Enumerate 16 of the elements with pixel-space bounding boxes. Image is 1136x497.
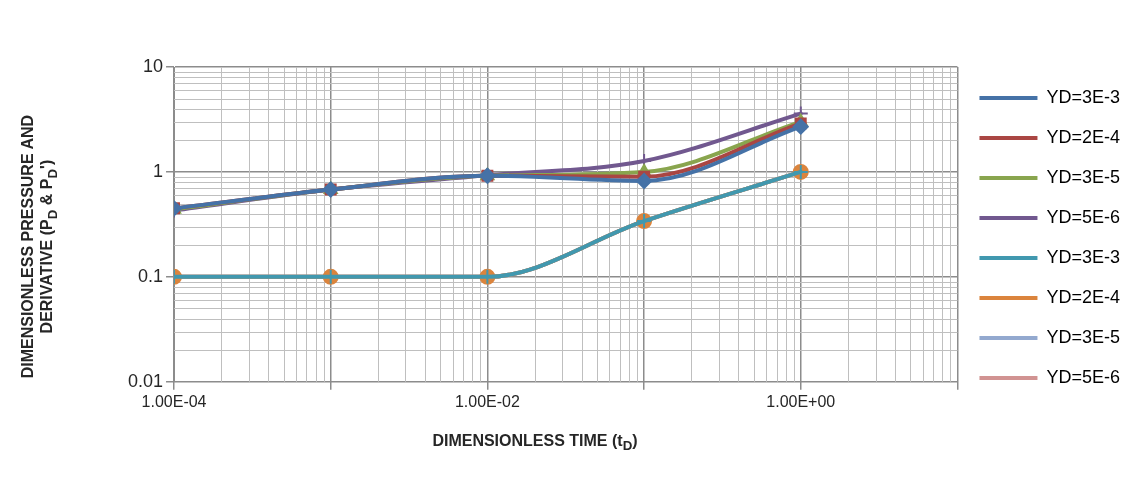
legend-label: YD=3E-5 [1046, 166, 1121, 187]
legend-label: YD=3E-3 [1046, 86, 1121, 107]
y-tick-label: 0.01 [127, 370, 164, 391]
y-tick-label: 0.1 [138, 265, 164, 286]
y-tick-label: 1 [153, 160, 164, 181]
y-tick-label: 10 [143, 55, 164, 76]
legend-label: YD=2E-4 [1046, 126, 1121, 147]
legend-label: YD=5E-6 [1046, 206, 1121, 227]
x-tick-label: 1.00E-02 [454, 392, 520, 410]
legend-label: YD=5E-6 [1046, 366, 1121, 387]
legend-label: YD=3E-3 [1046, 246, 1121, 267]
x-tick-label: 1.00E+00 [766, 392, 836, 410]
legend-label: YD=3E-5 [1046, 326, 1121, 347]
x-tick-label: 1.00E-04 [141, 392, 207, 410]
x-axis-title: DIMENSIONLESS TIME (t$_{D}$) [431, 432, 639, 454]
legend-label: YD=2E-4 [1046, 286, 1121, 307]
